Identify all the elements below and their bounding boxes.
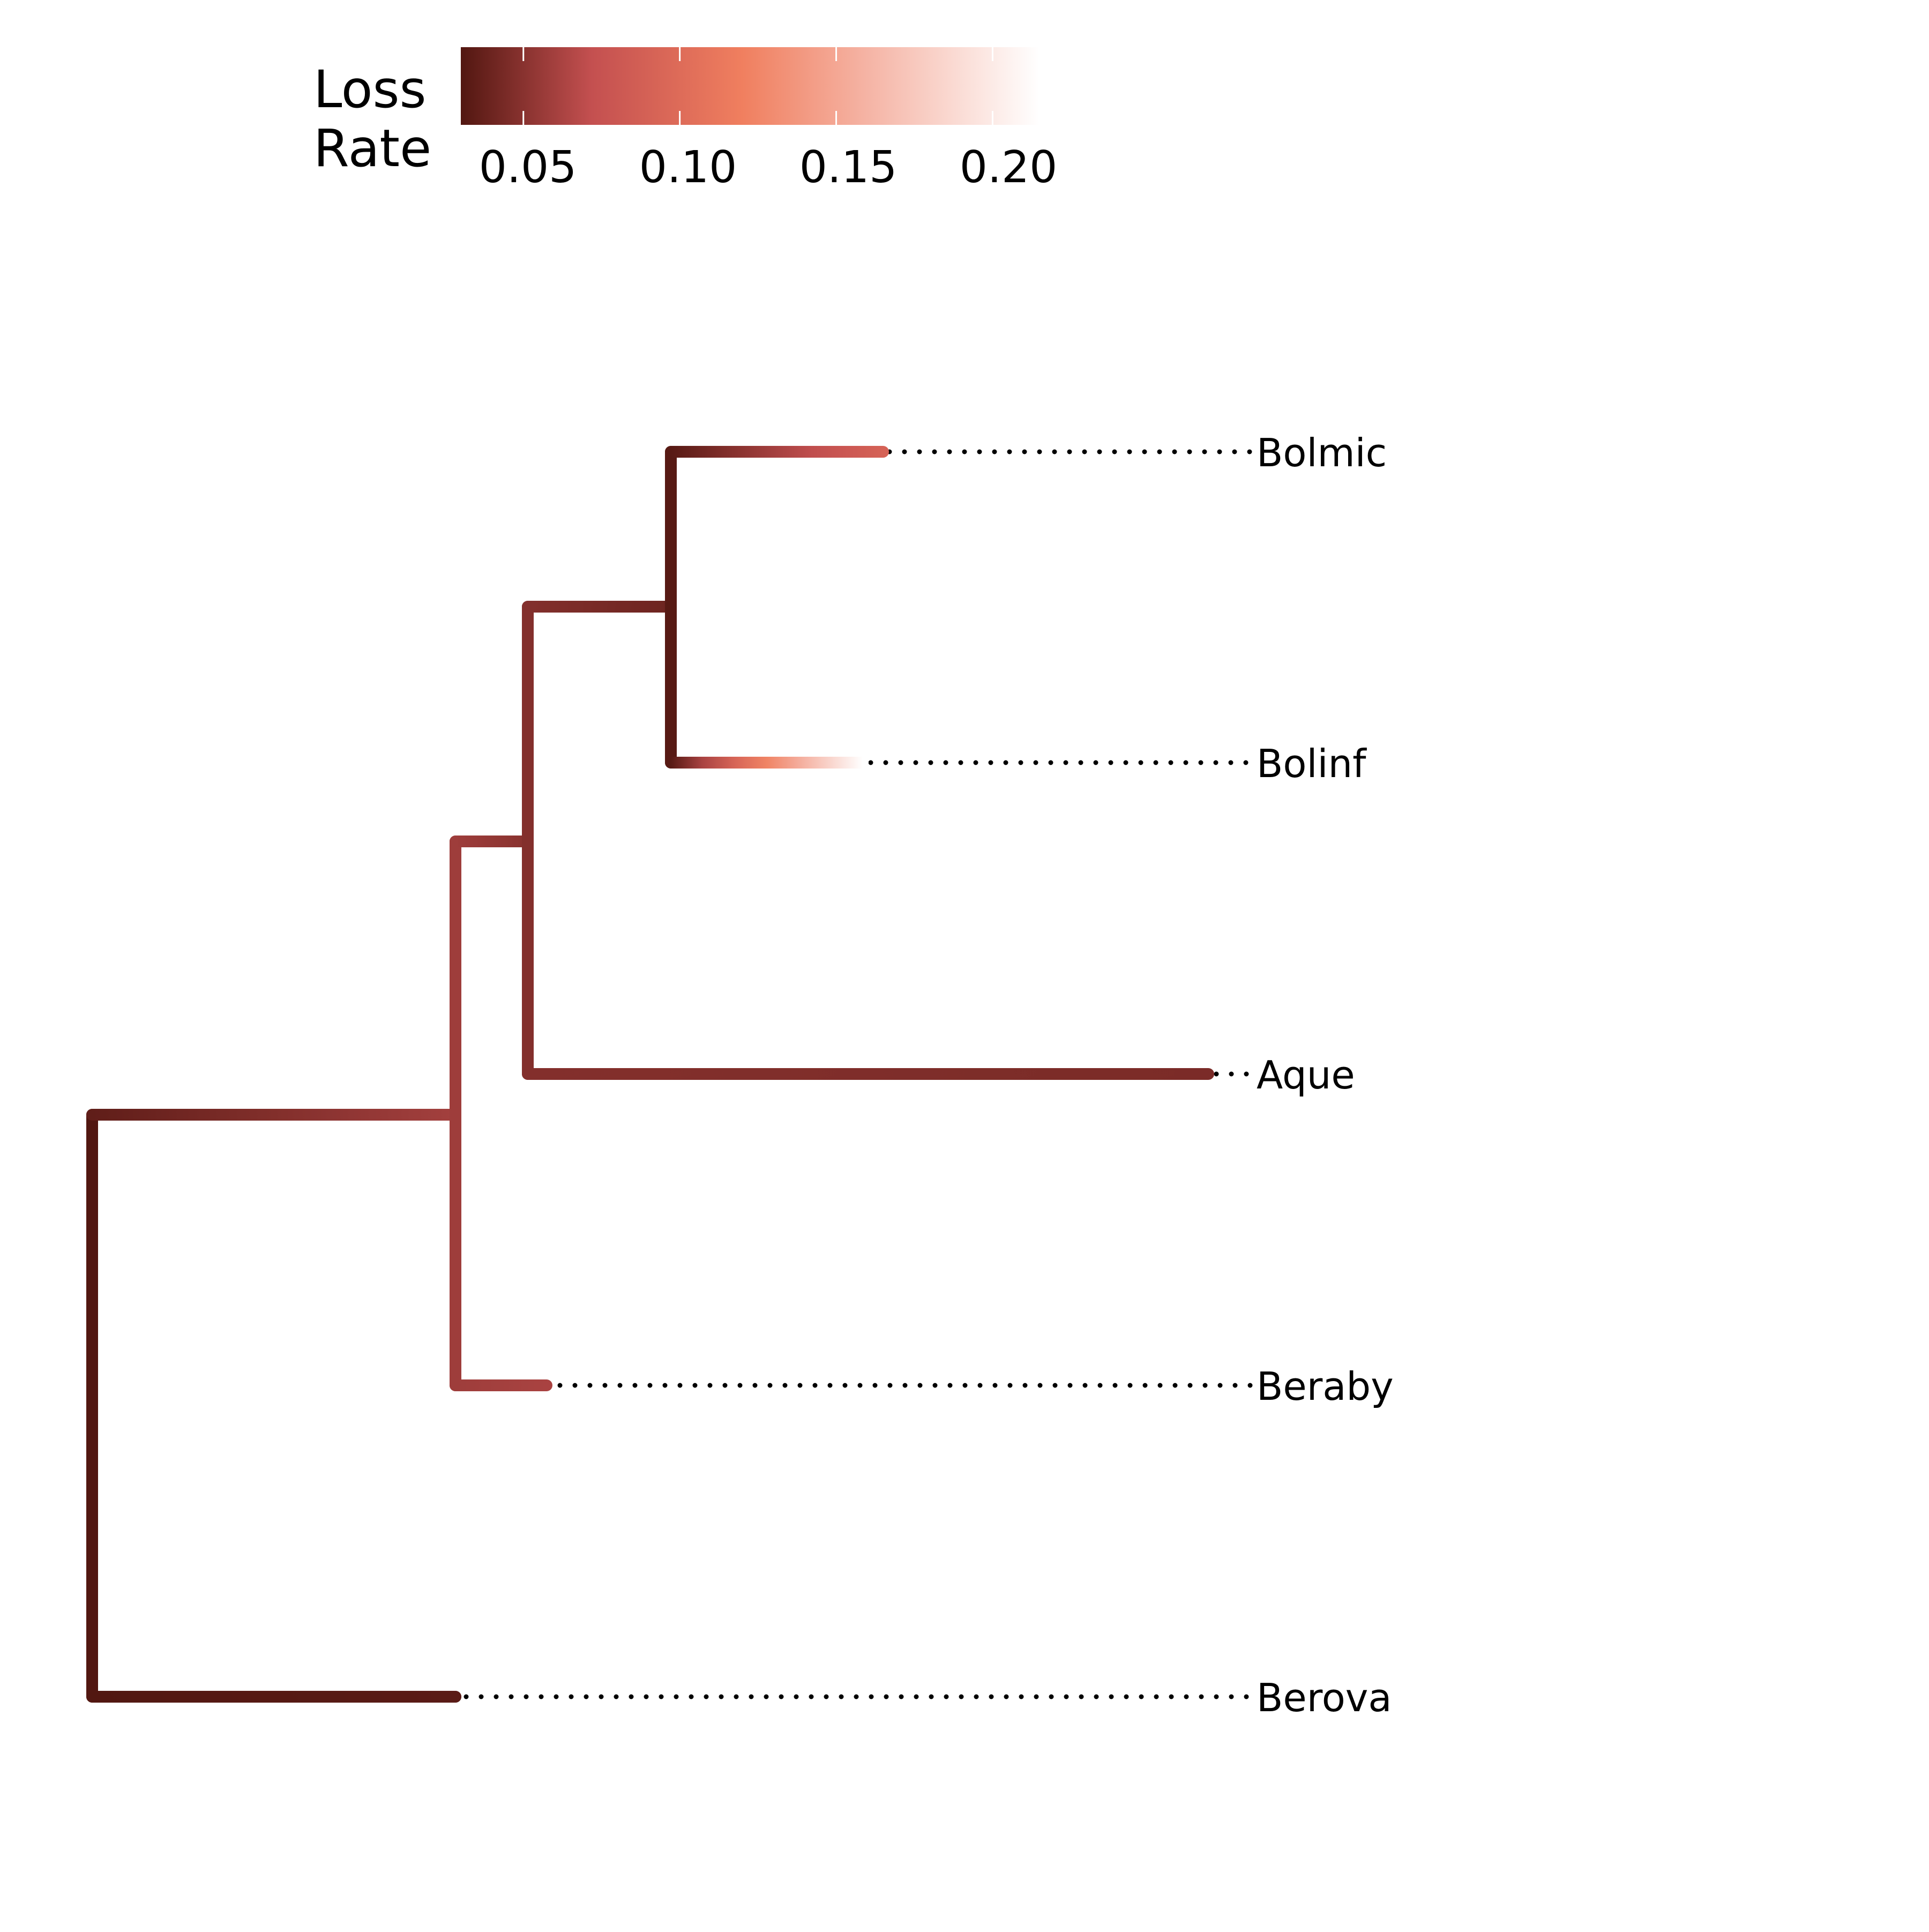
tip-labels: Bolmic Bolinf Aque Beraby Berova bbox=[1257, 430, 1394, 1720]
tip-label-aque: Aque bbox=[1257, 1053, 1355, 1098]
tip-label-berova: Berova bbox=[1257, 1675, 1392, 1720]
colorbar-tick-label: 0.20 bbox=[960, 142, 1058, 193]
colorbar-ticks bbox=[522, 47, 993, 125]
legend-title-line2: Rate bbox=[313, 118, 431, 178]
colorbar-tick-label: 0.05 bbox=[479, 142, 577, 193]
tip-label-bolinf: Bolinf bbox=[1257, 741, 1367, 786]
colorbar-legend: Loss Rate 0.05 0.10 0.15 0.20 bbox=[313, 47, 1057, 193]
tip-label-bolmic: Bolmic bbox=[1257, 430, 1387, 475]
colorbar bbox=[461, 47, 1040, 125]
colorbar-tick-label: 0.15 bbox=[799, 142, 898, 193]
tree-branches bbox=[86, 446, 1214, 1703]
colorbar-tick-label: 0.10 bbox=[639, 142, 737, 193]
leader-lines bbox=[463, 449, 1257, 1699]
branch-root bbox=[86, 1109, 461, 1703]
legend-title-line1: Loss bbox=[313, 59, 427, 120]
tip-label-beraby: Beraby bbox=[1257, 1364, 1394, 1409]
